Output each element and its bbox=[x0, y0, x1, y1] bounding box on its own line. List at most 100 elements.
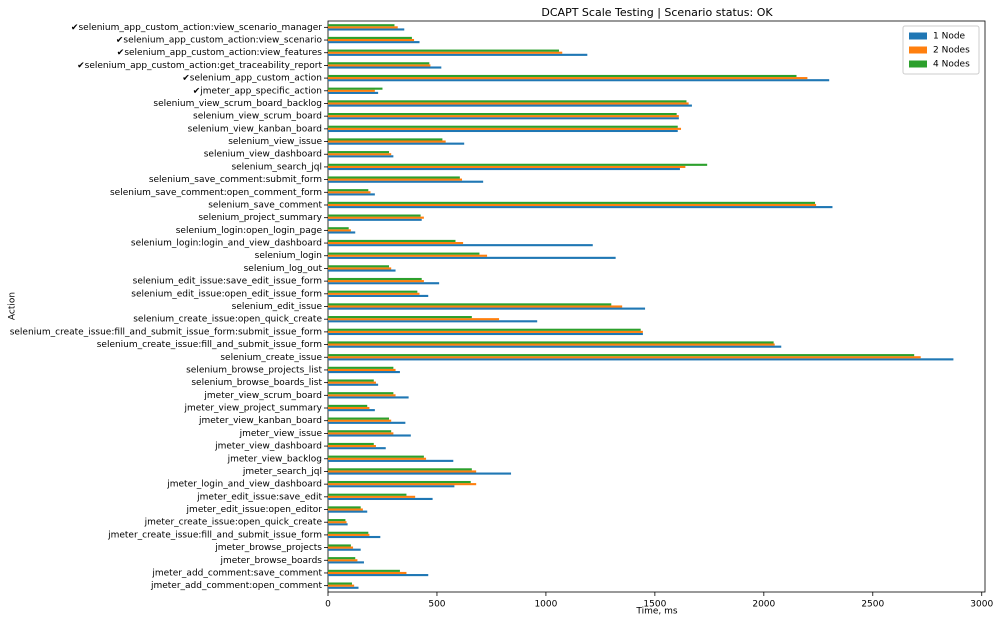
bar bbox=[328, 155, 394, 158]
bar bbox=[328, 419, 392, 422]
bar bbox=[328, 64, 431, 67]
y-tick-label: selenium_log_out bbox=[244, 264, 323, 274]
x-tick-label: 1500 bbox=[643, 600, 666, 610]
bar bbox=[328, 569, 400, 572]
bar bbox=[328, 24, 395, 27]
bar bbox=[328, 167, 680, 171]
y-tick-label: selenium_login:login_and_view_dashboard bbox=[131, 239, 322, 249]
bar bbox=[328, 280, 424, 283]
bar bbox=[328, 470, 477, 473]
y-tick-label: selenium_search_jql bbox=[231, 162, 322, 172]
bar bbox=[328, 430, 392, 433]
bar bbox=[328, 26, 398, 29]
bar bbox=[328, 277, 422, 281]
bar bbox=[328, 252, 480, 255]
bar bbox=[328, 256, 616, 259]
y-tick-label: selenium_edit_issue:open_edit_issue_form bbox=[131, 289, 322, 299]
bar bbox=[328, 468, 472, 471]
y-tick-label: jmeter_view_dashboard bbox=[214, 442, 322, 452]
y-tick-label: selenium_save_comment:open_comment_form bbox=[110, 188, 322, 198]
y-tick-label: selenium_edit_issue:save_edit_issue_form bbox=[133, 277, 322, 287]
y-tick-label: jmeter_search_jql bbox=[242, 467, 322, 477]
y-tick-label: ✔selenium_app_custom_action:get_traceabi… bbox=[77, 61, 322, 71]
y-tick-label: jmeter_add_comment:save_comment bbox=[151, 568, 322, 578]
bar bbox=[328, 66, 442, 69]
bar bbox=[328, 102, 689, 105]
bar bbox=[328, 125, 678, 128]
bar bbox=[328, 239, 456, 242]
y-tick-label: jmeter_view_scrum_board bbox=[203, 391, 322, 401]
bar bbox=[328, 153, 392, 156]
bar bbox=[328, 483, 477, 486]
bar bbox=[328, 354, 915, 357]
bar bbox=[328, 394, 396, 397]
y-tick-label: ✔jmeter_app_specific_action bbox=[193, 86, 322, 96]
y-tick-label: ✔selenium_app_custom_action:view_scenari… bbox=[71, 23, 322, 33]
y-tick-label: jmeter_add_comment:open_comment bbox=[150, 581, 322, 591]
legend-swatch bbox=[909, 32, 927, 40]
y-tick-label: selenium_view_kanban_board bbox=[188, 124, 322, 134]
bar bbox=[328, 180, 484, 183]
bar bbox=[328, 28, 405, 31]
bar bbox=[328, 544, 351, 547]
y-tick-label: selenium_browse_boards_list bbox=[191, 378, 322, 388]
bar bbox=[328, 163, 708, 166]
legend-swatch bbox=[909, 60, 927, 68]
bar bbox=[328, 519, 346, 522]
bar bbox=[328, 510, 368, 513]
bar bbox=[328, 535, 381, 539]
bar bbox=[328, 38, 415, 42]
bar bbox=[328, 434, 411, 437]
bar bbox=[328, 229, 351, 232]
bar bbox=[328, 231, 356, 234]
legend-label: 2 Nodes bbox=[933, 46, 970, 56]
y-tick-label: selenium_create_issue:fill_and_submit_is… bbox=[97, 340, 322, 350]
bar bbox=[328, 290, 418, 293]
y-tick-label: jmeter_view_kanban_board bbox=[198, 416, 322, 426]
y-tick-label: selenium_login bbox=[255, 251, 322, 261]
bar bbox=[328, 269, 396, 272]
y-tick-label: jmeter_create_issue:open_quick_create bbox=[144, 518, 323, 528]
bar bbox=[328, 328, 641, 331]
bar bbox=[328, 294, 429, 297]
bar bbox=[328, 142, 465, 145]
y-tick-label: jmeter_view_backlog bbox=[227, 454, 322, 464]
x-tick-label: 0 bbox=[325, 600, 331, 610]
bar bbox=[328, 115, 679, 118]
bar bbox=[328, 87, 383, 90]
bar bbox=[328, 165, 686, 168]
y-axis-label: Action bbox=[8, 292, 18, 320]
bar bbox=[328, 406, 370, 410]
bar bbox=[328, 455, 424, 458]
bar bbox=[328, 531, 369, 534]
bar bbox=[328, 100, 687, 103]
bar bbox=[328, 472, 512, 475]
y-tick-label: jmeter_create_issue:fill_and_submit_issu… bbox=[107, 530, 322, 540]
bar bbox=[328, 193, 375, 196]
bar bbox=[328, 341, 774, 344]
y-tick-label: selenium_view_dashboard bbox=[204, 150, 322, 160]
bar bbox=[328, 371, 400, 374]
legend-swatch bbox=[909, 46, 927, 54]
bar bbox=[328, 91, 379, 94]
y-tick-label: selenium_create_issue:fill_and_submit_is… bbox=[10, 327, 322, 337]
y-tick-label: selenium_edit_issue bbox=[232, 302, 323, 312]
y-tick-label: selenium_login:open_login_page bbox=[176, 226, 323, 236]
y-tick-label: ✔selenium_app_custom_action:view_scenari… bbox=[116, 36, 323, 46]
bar bbox=[328, 316, 472, 319]
x-axis-label: Time, ms bbox=[635, 607, 678, 617]
bar bbox=[328, 265, 390, 268]
legend-label: 1 Node bbox=[933, 32, 966, 42]
bar bbox=[328, 254, 488, 257]
bar bbox=[328, 117, 679, 120]
x-tick-label: 2000 bbox=[752, 600, 775, 610]
bar bbox=[328, 586, 359, 589]
bar bbox=[328, 523, 348, 526]
y-tick-label: jmeter_view_issue bbox=[239, 429, 323, 439]
bar bbox=[328, 356, 921, 359]
x-tick-label: 500 bbox=[428, 600, 445, 610]
bar bbox=[328, 421, 406, 424]
bar bbox=[328, 368, 396, 372]
bar bbox=[328, 557, 356, 560]
bar bbox=[328, 480, 471, 484]
